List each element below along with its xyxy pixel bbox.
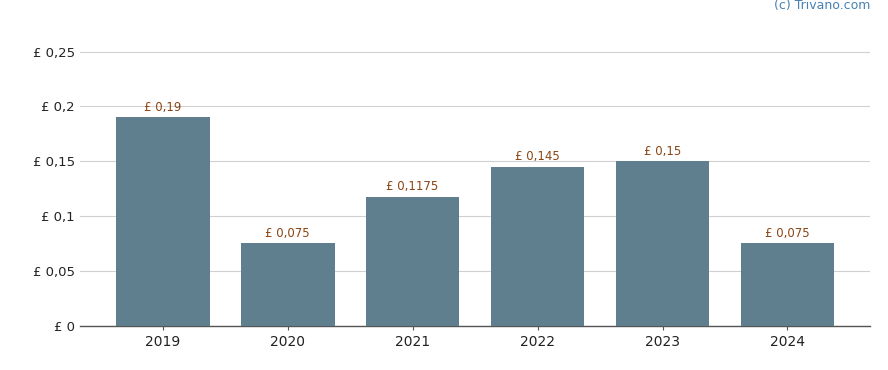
Text: £ 0,1175: £ 0,1175	[386, 181, 439, 194]
Bar	[241, 243, 335, 326]
Bar	[741, 243, 835, 326]
Text: £ 0,075: £ 0,075	[765, 227, 810, 240]
Text: £ 0,15: £ 0,15	[644, 145, 681, 158]
Bar	[115, 117, 210, 326]
Bar	[615, 161, 710, 326]
Bar	[366, 197, 459, 326]
Text: (c) Trivano.com: (c) Trivano.com	[773, 0, 870, 12]
Text: £ 0,19: £ 0,19	[144, 101, 181, 114]
Text: £ 0,075: £ 0,075	[266, 227, 310, 240]
Text: £ 0,145: £ 0,145	[515, 150, 560, 163]
Bar	[491, 166, 584, 326]
